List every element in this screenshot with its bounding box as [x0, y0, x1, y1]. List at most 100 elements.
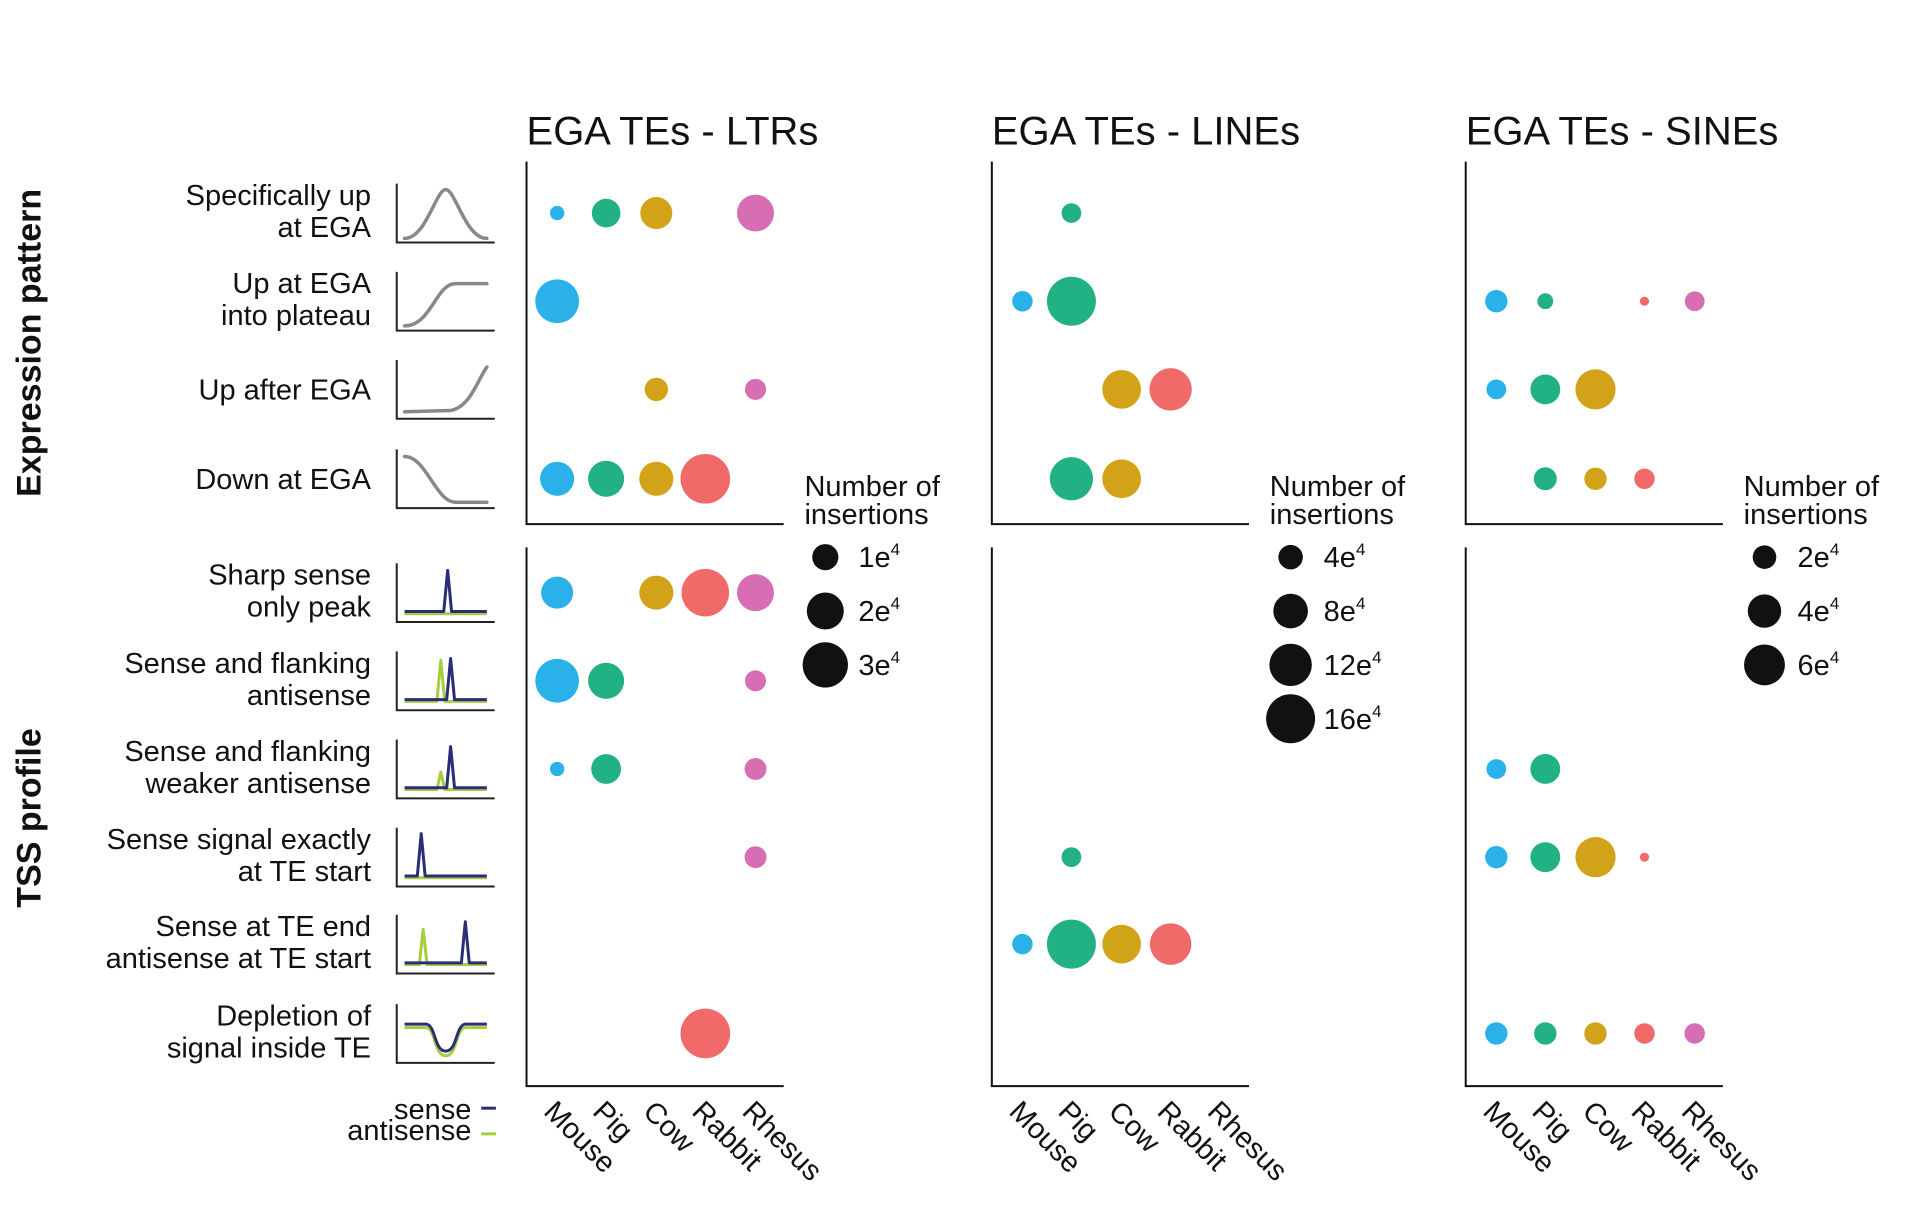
icon-axes	[395, 651, 495, 712]
panel-1: EGA TEs - LTRsMousePigCowRabbitRhesusNum…	[525, 109, 941, 1188]
data-point-rabbit	[1149, 923, 1192, 965]
legend-size-dot	[812, 544, 839, 571]
data-point-rhesus	[1684, 1023, 1705, 1044]
legend-size-label: 2e4	[1798, 540, 1840, 574]
icon-curve	[402, 365, 489, 414]
data-point-pig	[1530, 754, 1561, 784]
row-label-1: Specifically up	[186, 180, 371, 212]
legend-size-label: 6e4	[1798, 648, 1840, 682]
legend-size-label: 2e4	[858, 594, 900, 628]
icon-axes	[395, 914, 495, 975]
icon-sense-line	[404, 832, 487, 878]
data-point-mouse	[1012, 290, 1033, 312]
data-point-rabbit	[680, 1008, 731, 1059]
data-point-pig	[1061, 847, 1082, 868]
data-point-rabbit	[1634, 1023, 1655, 1044]
data-point-cow	[1575, 369, 1616, 410]
icon-sense-line	[404, 920, 487, 965]
data-point-pig	[1046, 276, 1096, 326]
icon-antisense-line	[404, 658, 487, 703]
bottom-axes	[990, 547, 1249, 1088]
data-point-cow	[640, 197, 673, 230]
legend-size-dot	[1747, 594, 1782, 628]
data-point-rabbit	[680, 453, 731, 504]
panel-3: EGA TEs - SINEsMousePigCowRabbitRhesusNu…	[1464, 109, 1880, 1188]
data-point-cow	[644, 377, 669, 402]
section-label-tss: TSS profile	[10, 728, 48, 907]
icon-axes	[395, 271, 495, 332]
data-point-cow	[639, 461, 674, 496]
data-point-mouse	[1486, 759, 1507, 779]
data-point-cow	[1102, 459, 1141, 499]
data-point-rabbit	[681, 568, 730, 617]
icon-curve	[402, 454, 489, 505]
legend-title: insertions	[804, 499, 928, 531]
section-label-expression: Expression pattern	[10, 189, 48, 497]
legend-size-dot	[1744, 644, 1785, 686]
row-label-8: Sense signal exactly	[107, 824, 372, 856]
data-point-rhesus	[1684, 291, 1705, 312]
data-point-mouse	[1485, 1022, 1508, 1045]
row-label-5: only peak	[247, 592, 372, 624]
icon-sense-line	[404, 1022, 487, 1053]
icon-antisense-line	[404, 927, 487, 967]
bottom-axes	[525, 547, 784, 1088]
panel-2: EGA TEs - LINEsMousePigCowRabbitRhesusNu…	[990, 109, 1406, 1188]
data-point-rabbit	[1639, 852, 1650, 862]
legend-size-dot	[802, 642, 848, 688]
data-point-rabbit	[1634, 468, 1655, 489]
data-point-cow	[1584, 1022, 1607, 1045]
icon-axes	[395, 739, 495, 800]
legend-size-label: 3e4	[858, 648, 900, 682]
bottom-axes	[1464, 547, 1723, 1088]
row-label-6: antisense	[247, 680, 371, 712]
legend-size-label: 16e4	[1324, 702, 1382, 736]
sense-weaker-antisense-icon	[395, 739, 495, 800]
data-point-pig	[1534, 1022, 1557, 1045]
top-axes	[990, 161, 1249, 526]
data-point-rhesus	[744, 846, 767, 869]
data-point-pig	[588, 460, 625, 497]
icon-axes	[395, 563, 495, 624]
legend-title: insertions	[1744, 499, 1868, 531]
data-point-rhesus	[737, 574, 775, 612]
legend-title: insertions	[1270, 499, 1394, 531]
data-point-pig	[1537, 293, 1554, 310]
data-point-pig	[1533, 467, 1557, 491]
panel-title: EGA TEs - LINEs	[992, 109, 1300, 153]
panel-title: EGA TEs - LTRs	[527, 109, 819, 153]
legend-size-label: 12e4	[1324, 648, 1382, 682]
x-tick-label-cow: Cow	[1576, 1095, 1640, 1159]
sense-end-antisense-start-icon	[395, 914, 495, 975]
row-label-5: Sharp sense	[208, 560, 371, 592]
sharp-sense-peak-icon	[395, 563, 495, 624]
row-label-8: at TE start	[238, 856, 371, 888]
data-point-rhesus	[744, 670, 767, 692]
data-point-pig	[1530, 374, 1561, 405]
legend-size-dot	[1752, 545, 1777, 569]
row-labels-area: Expression pattern TSS profile Specificall…	[10, 180, 496, 1147]
data-point-pig	[1061, 203, 1082, 223]
row-label-9: antisense at TE start	[106, 943, 371, 975]
row-label-7: weaker antisense	[144, 768, 371, 800]
depletion-icon	[395, 1004, 495, 1064]
data-point-cow	[1102, 370, 1141, 409]
data-point-rabbit	[1639, 296, 1650, 306]
legend-size-dot	[1266, 694, 1316, 744]
row-label-1: at EGA	[278, 212, 372, 244]
row-label-2: into plateau	[221, 300, 371, 332]
icon-curve	[402, 187, 489, 241]
data-point-rhesus	[744, 758, 767, 780]
data-point-mouse	[541, 576, 574, 609]
legend-title: Number of	[804, 471, 940, 503]
icon-axes	[395, 1004, 495, 1064]
data-point-pig	[1530, 842, 1561, 873]
peak-curve-icon	[395, 183, 495, 244]
data-point-rhesus	[744, 378, 767, 400]
data-point-mouse	[549, 205, 565, 221]
icon-antisense-line	[404, 1026, 487, 1058]
data-point-cow	[1102, 924, 1141, 964]
row-label-10: Depletion of	[216, 1000, 372, 1032]
panel-title: EGA TEs - SINEs	[1466, 109, 1779, 153]
data-point-cow	[1575, 837, 1616, 878]
